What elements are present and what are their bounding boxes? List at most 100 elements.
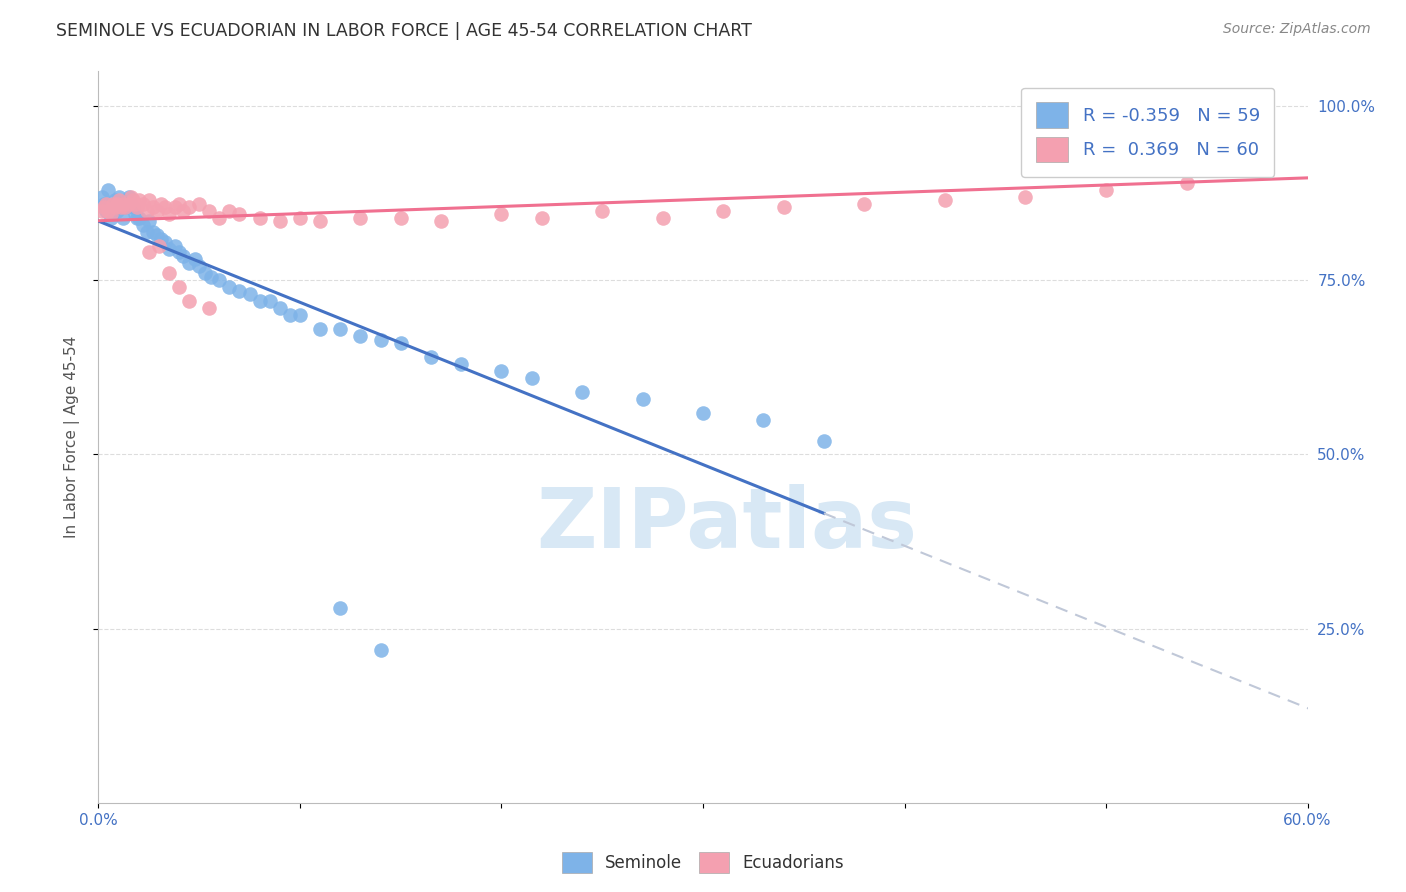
Point bbox=[103, 193, 125, 207]
Point bbox=[349, 211, 371, 225]
Y-axis label: In Labor Force | Age 45-54: In Labor Force | Age 45-54 bbox=[63, 336, 80, 538]
Point bbox=[172, 249, 194, 263]
Point bbox=[157, 242, 180, 256]
Point bbox=[138, 193, 160, 207]
Point bbox=[208, 211, 231, 225]
Point bbox=[91, 190, 114, 204]
Point bbox=[100, 207, 122, 221]
Point bbox=[249, 294, 271, 309]
Point bbox=[101, 196, 124, 211]
Point bbox=[288, 308, 311, 322]
Point bbox=[491, 364, 513, 378]
Point bbox=[631, 392, 654, 406]
Point bbox=[288, 211, 311, 225]
Point bbox=[153, 235, 176, 249]
Point bbox=[157, 266, 180, 280]
Point bbox=[269, 301, 291, 316]
Point bbox=[101, 200, 124, 214]
Point bbox=[114, 200, 136, 214]
Point bbox=[146, 203, 169, 218]
Point bbox=[1175, 176, 1198, 190]
Point bbox=[711, 203, 734, 218]
Point bbox=[591, 203, 613, 218]
Text: Source: ZipAtlas.com: Source: ZipAtlas.com bbox=[1223, 22, 1371, 37]
Point bbox=[105, 196, 128, 211]
Point bbox=[491, 207, 513, 221]
Point bbox=[813, 434, 835, 448]
Point bbox=[93, 196, 115, 211]
Point bbox=[520, 371, 543, 385]
Point bbox=[651, 211, 673, 225]
Point bbox=[121, 193, 143, 207]
Point bbox=[96, 203, 118, 218]
Point bbox=[239, 287, 262, 301]
Point bbox=[1014, 190, 1036, 204]
Point bbox=[125, 211, 148, 225]
Point bbox=[114, 200, 136, 214]
Point bbox=[188, 196, 211, 211]
Point bbox=[1095, 183, 1118, 197]
Point bbox=[128, 193, 150, 207]
Point bbox=[530, 211, 553, 225]
Point bbox=[218, 280, 240, 294]
Point bbox=[309, 322, 332, 336]
Point bbox=[309, 214, 332, 228]
Point bbox=[138, 245, 160, 260]
Point bbox=[194, 266, 217, 280]
Point bbox=[349, 329, 371, 343]
Point bbox=[269, 214, 291, 228]
Point bbox=[329, 600, 352, 615]
Point bbox=[97, 203, 120, 218]
Point bbox=[107, 190, 129, 204]
Point bbox=[218, 203, 240, 218]
Point bbox=[389, 211, 412, 225]
Point bbox=[167, 245, 190, 260]
Point bbox=[146, 228, 169, 243]
Point bbox=[450, 357, 472, 371]
Point bbox=[208, 273, 231, 287]
Point bbox=[752, 412, 775, 426]
Point bbox=[125, 200, 148, 214]
Point bbox=[118, 196, 141, 211]
Point bbox=[128, 211, 150, 225]
Point bbox=[420, 350, 443, 364]
Point bbox=[179, 200, 201, 214]
Point bbox=[135, 203, 157, 218]
Point bbox=[329, 322, 352, 336]
Point bbox=[228, 207, 250, 221]
Point bbox=[153, 200, 176, 214]
Point bbox=[853, 196, 876, 211]
Point bbox=[138, 214, 160, 228]
Point bbox=[96, 196, 118, 211]
Point bbox=[105, 203, 128, 218]
Point bbox=[93, 200, 115, 214]
Legend: R = -0.359   N = 59, R =  0.369   N = 60: R = -0.359 N = 59, R = 0.369 N = 60 bbox=[1021, 87, 1274, 177]
Point bbox=[124, 196, 146, 211]
Point bbox=[1216, 92, 1239, 106]
Point bbox=[249, 211, 271, 225]
Point bbox=[132, 196, 155, 211]
Point bbox=[148, 238, 170, 252]
Point bbox=[370, 642, 392, 657]
Point bbox=[100, 211, 122, 225]
Point bbox=[149, 231, 172, 245]
Point bbox=[692, 406, 714, 420]
Point bbox=[132, 218, 155, 232]
Point bbox=[167, 196, 190, 211]
Text: ZIPatlas: ZIPatlas bbox=[537, 484, 918, 566]
Point bbox=[163, 200, 186, 214]
Text: SEMINOLE VS ECUADORIAN IN LABOR FORCE | AGE 45-54 CORRELATION CHART: SEMINOLE VS ECUADORIAN IN LABOR FORCE | … bbox=[56, 22, 752, 40]
Point bbox=[120, 196, 142, 211]
Point bbox=[110, 200, 132, 214]
Point bbox=[184, 252, 207, 267]
Point bbox=[278, 308, 301, 322]
Point bbox=[118, 190, 141, 204]
Point bbox=[107, 193, 129, 207]
Point bbox=[934, 193, 956, 207]
Point bbox=[110, 196, 132, 211]
Point bbox=[157, 207, 180, 221]
Point bbox=[430, 214, 453, 228]
Point bbox=[167, 280, 190, 294]
Point bbox=[91, 203, 114, 218]
Point bbox=[188, 260, 211, 274]
